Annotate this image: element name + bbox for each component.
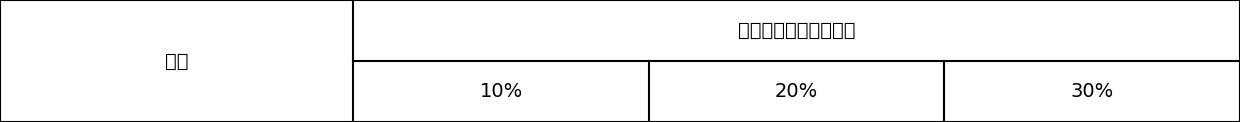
Text: 30%: 30% xyxy=(1070,82,1114,101)
Text: 含量（质量百分含量）: 含量（质量百分含量） xyxy=(738,21,856,40)
Text: 10%: 10% xyxy=(480,82,523,101)
Text: 20%: 20% xyxy=(775,82,818,101)
Text: 助剂: 助剂 xyxy=(165,51,188,71)
